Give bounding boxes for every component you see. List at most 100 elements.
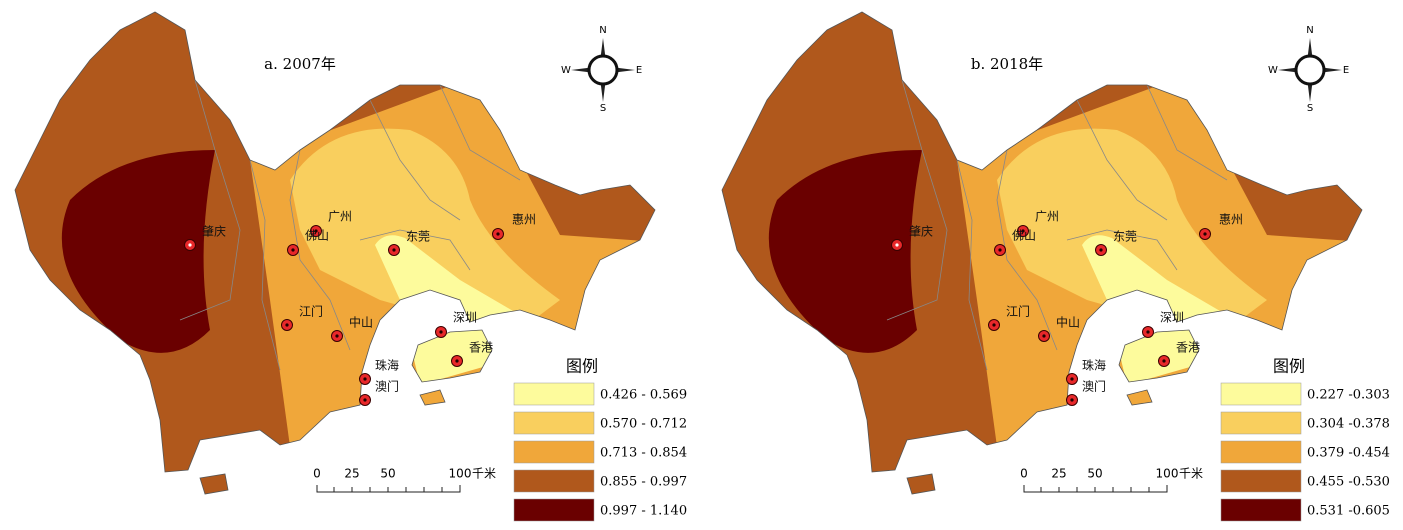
compass-letter: S bbox=[600, 103, 606, 114]
value-zone bbox=[997, 128, 1267, 330]
compass-letter: E bbox=[1343, 65, 1349, 76]
city-dot bbox=[992, 323, 996, 327]
legend-swatch bbox=[1220, 411, 1302, 435]
scale-unit: 千米 bbox=[472, 467, 496, 481]
legend-title: 图例 bbox=[1273, 357, 1305, 376]
legend-swatch bbox=[513, 469, 595, 493]
city-dot bbox=[998, 248, 1002, 252]
city-label: 中山 bbox=[1056, 315, 1080, 330]
scale-label: 25 bbox=[1051, 467, 1066, 481]
district-border bbox=[179, 79, 241, 321]
legend-swatch bbox=[1220, 469, 1302, 493]
legend-swatch bbox=[513, 440, 595, 464]
city-label: 香港 bbox=[469, 341, 493, 355]
city-dot bbox=[335, 334, 339, 338]
city-dot bbox=[1146, 330, 1150, 334]
scale-label: 50 bbox=[380, 467, 395, 481]
legend-label: 0.227 -0.303 bbox=[1307, 388, 1390, 403]
city-dot bbox=[1203, 232, 1207, 236]
city-label: 佛山 bbox=[1012, 229, 1036, 243]
city-label: 惠州 bbox=[512, 213, 536, 227]
city-dot bbox=[314, 229, 318, 233]
city-label: 惠州 bbox=[1219, 213, 1243, 227]
city-label: 佛山 bbox=[305, 229, 329, 243]
district-border bbox=[1146, 84, 1228, 181]
city-label: 香港 bbox=[1176, 341, 1200, 355]
district-border bbox=[1076, 99, 1168, 221]
value-zone bbox=[768, 150, 922, 353]
scale-label: 100 bbox=[1156, 467, 1179, 481]
city-dot bbox=[439, 330, 443, 334]
district-border bbox=[249, 159, 281, 371]
scale-bar bbox=[316, 485, 461, 493]
city-dot bbox=[1070, 398, 1074, 402]
city-dot bbox=[392, 248, 396, 252]
city-dot bbox=[1099, 248, 1103, 252]
district-border bbox=[956, 159, 988, 371]
scale-label: 50 bbox=[1087, 467, 1102, 481]
coastline bbox=[14, 11, 656, 495]
scale-label: 0 bbox=[313, 467, 321, 481]
scale-label: 0 bbox=[1020, 467, 1028, 481]
district-border bbox=[369, 99, 461, 221]
city-dot bbox=[496, 232, 500, 236]
legend-swatch bbox=[513, 498, 595, 522]
compass-ring bbox=[587, 54, 619, 86]
legend-label: 0.455 -0.530 bbox=[1307, 475, 1390, 490]
city-label: 广州 bbox=[328, 210, 352, 224]
legend-swatch bbox=[513, 411, 595, 435]
compass-letter: N bbox=[599, 25, 606, 36]
city-label: 肇庆 bbox=[202, 224, 226, 239]
legend-swatch bbox=[1220, 440, 1302, 464]
city-label: 肇庆 bbox=[909, 224, 933, 239]
scale-label: 25 bbox=[344, 467, 359, 481]
city-dot bbox=[291, 248, 295, 252]
legend-swatch bbox=[1220, 382, 1302, 406]
legend-label: 0.304 -0.378 bbox=[1307, 417, 1390, 432]
compass-letter: W bbox=[561, 65, 571, 76]
scale-bar bbox=[1023, 485, 1168, 493]
panel-title: b. 2018年 bbox=[971, 55, 1043, 73]
legend-label: 0.997 - 1.140 bbox=[600, 504, 687, 519]
district-border bbox=[359, 229, 471, 271]
city-label: 珠海 bbox=[1082, 358, 1106, 373]
city-dot bbox=[1070, 377, 1074, 381]
city-dot bbox=[455, 359, 459, 363]
legend-label: 0.855 - 0.997 bbox=[600, 475, 687, 490]
legend-title: 图例 bbox=[566, 357, 598, 376]
compass-letter: W bbox=[1268, 65, 1278, 76]
city-dot bbox=[1042, 334, 1046, 338]
compass-letter: N bbox=[1306, 25, 1313, 36]
city-label: 澳门 bbox=[1082, 379, 1106, 394]
district-border bbox=[1066, 229, 1178, 271]
city-label: 江门 bbox=[299, 304, 323, 319]
city-label: 深圳 bbox=[1160, 311, 1184, 325]
city-label: 东莞 bbox=[406, 230, 430, 244]
city-label: 江门 bbox=[1006, 304, 1030, 319]
scale-unit: 千米 bbox=[1179, 467, 1203, 481]
coastline bbox=[721, 11, 1363, 495]
city-dot bbox=[363, 377, 367, 381]
scale-label: 100 bbox=[449, 467, 472, 481]
city-dot bbox=[285, 323, 289, 327]
value-zone bbox=[290, 128, 560, 330]
district-border bbox=[886, 79, 948, 321]
legend-label: 0.713 - 0.854 bbox=[600, 446, 687, 461]
legend-label: 0.379 -0.454 bbox=[1307, 446, 1390, 461]
city-label: 珠海 bbox=[375, 358, 399, 373]
district-border bbox=[996, 149, 1058, 351]
city-label: 中山 bbox=[349, 315, 373, 330]
city-dot bbox=[188, 243, 192, 247]
city-dot bbox=[363, 398, 367, 402]
compass-ring bbox=[1294, 54, 1326, 86]
city-label: 广州 bbox=[1035, 210, 1059, 224]
legend-label: 0.570 - 0.712 bbox=[600, 417, 687, 432]
city-dot bbox=[895, 243, 899, 247]
district-border bbox=[289, 149, 351, 351]
compass-letter: E bbox=[636, 65, 642, 76]
city-label: 东莞 bbox=[1113, 230, 1137, 244]
city-label: 澳门 bbox=[375, 379, 399, 394]
